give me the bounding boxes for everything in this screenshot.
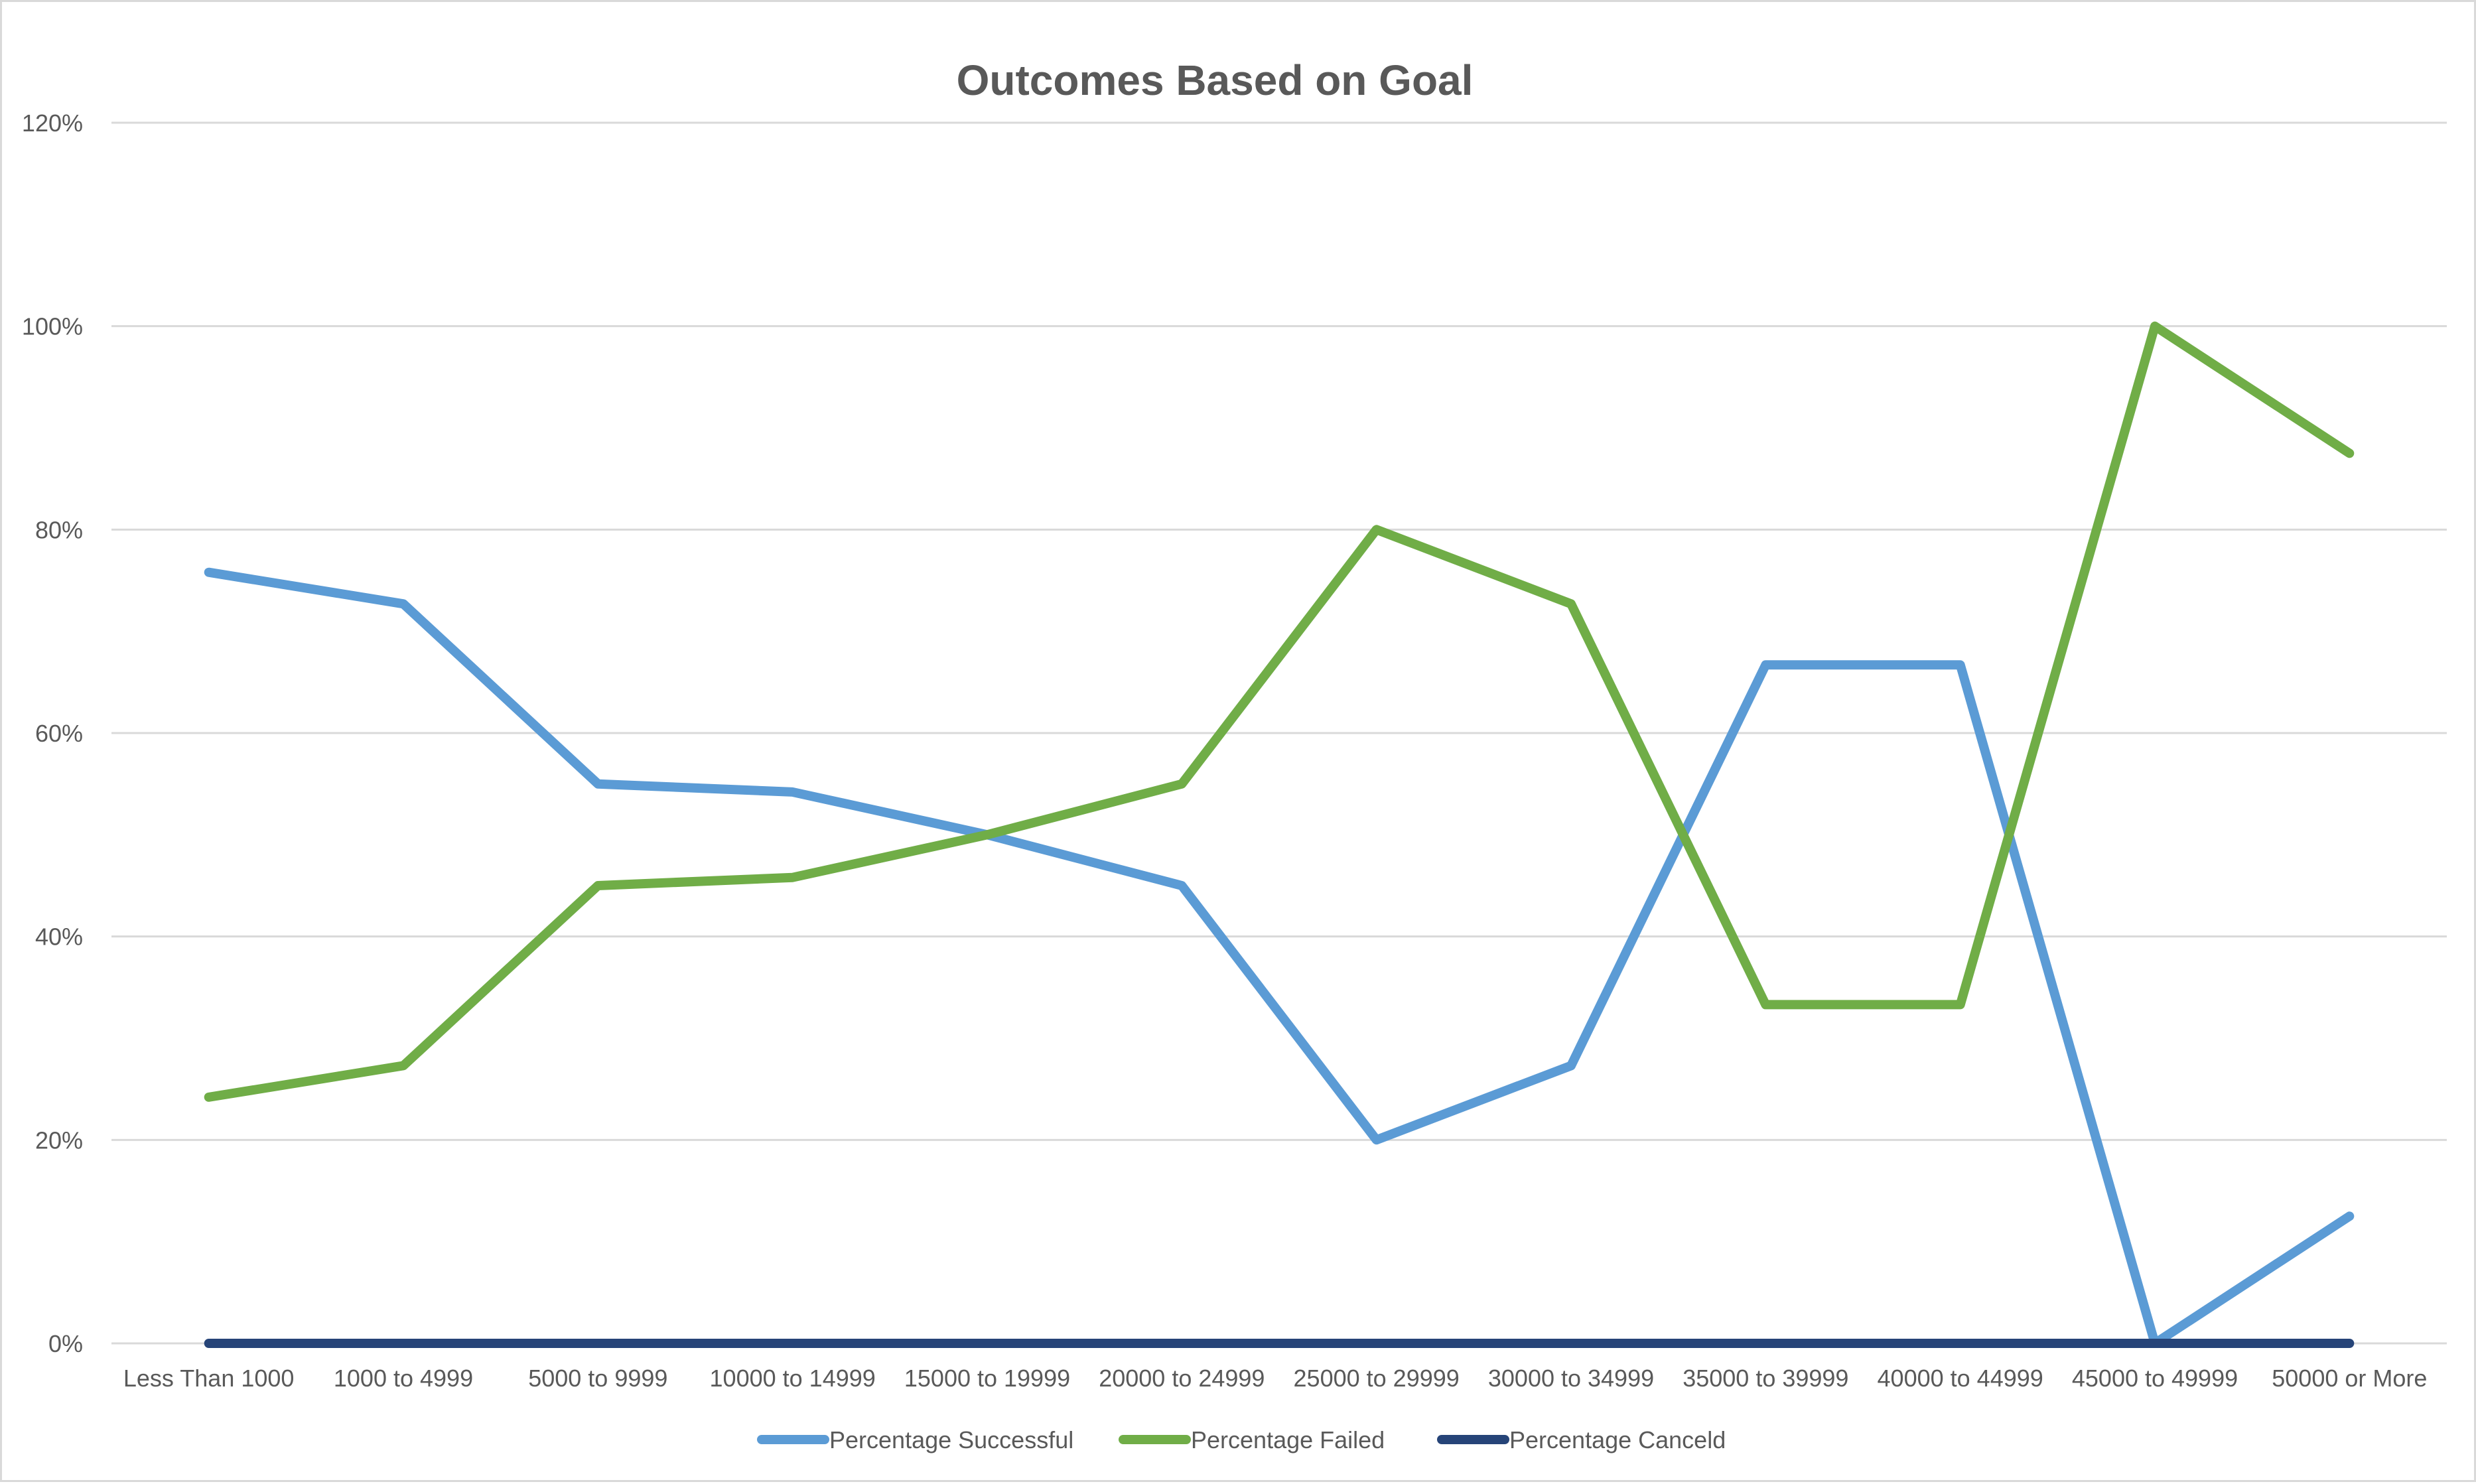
chart-title: Outcomes Based on Goal <box>957 56 1474 104</box>
x-tick-label: 5000 to 9999 <box>528 1365 667 1392</box>
x-tick-label: 20000 to 24999 <box>1099 1365 1265 1392</box>
x-tick-label: 25000 to 29999 <box>1294 1365 1460 1392</box>
x-tick-label: 35000 to 39999 <box>1683 1365 1848 1392</box>
x-tick-label: 45000 to 49999 <box>2072 1365 2238 1392</box>
legend-item: Percentage Failed <box>1119 1426 1385 1453</box>
x-tick-label: 50000 or More <box>2272 1365 2427 1392</box>
x-tick-label: 15000 to 19999 <box>904 1365 1070 1392</box>
y-tick-label: 60% <box>35 720 83 747</box>
gridlines <box>111 121 2447 1345</box>
y-tick-label: 40% <box>35 923 83 951</box>
y-tick-label: 20% <box>35 1126 83 1154</box>
legend-item: Percentage Successful <box>757 1426 1073 1453</box>
x-tick-label: Less Than 1000 <box>123 1365 295 1392</box>
x-tick-label: 1000 to 4999 <box>334 1365 473 1392</box>
series-line <box>204 567 2355 1348</box>
x-axis-ticks: Less Than 1000 1000 to 4999 5000 to 9999 10… <box>123 1365 2428 1392</box>
x-tick-label: 10000 to 14999 <box>710 1365 876 1392</box>
series-line <box>204 321 2355 1102</box>
y-axis-ticks: 0% 20% 40% 60% 80% 100% 120% <box>22 109 83 1357</box>
y-tick-label: 100% <box>22 313 83 340</box>
y-tick-label: 0% <box>48 1330 83 1357</box>
legend-label: Percentage Successful <box>829 1426 1073 1453</box>
y-tick-label: 120% <box>22 109 83 137</box>
y-tick-label: 80% <box>35 516 83 543</box>
legend: Percentage Successful Percentage Failed Pe… <box>757 1426 1726 1453</box>
legend-label: Percentage Failed <box>1191 1426 1385 1453</box>
legend-item: Percentage Canceld <box>1437 1426 1726 1453</box>
series-lines <box>204 321 2355 1348</box>
x-tick-label: 30000 to 34999 <box>1488 1365 1654 1392</box>
x-tick-label: 40000 to 44999 <box>1878 1365 2043 1392</box>
legend-label: Percentage Canceld <box>1509 1426 1726 1453</box>
